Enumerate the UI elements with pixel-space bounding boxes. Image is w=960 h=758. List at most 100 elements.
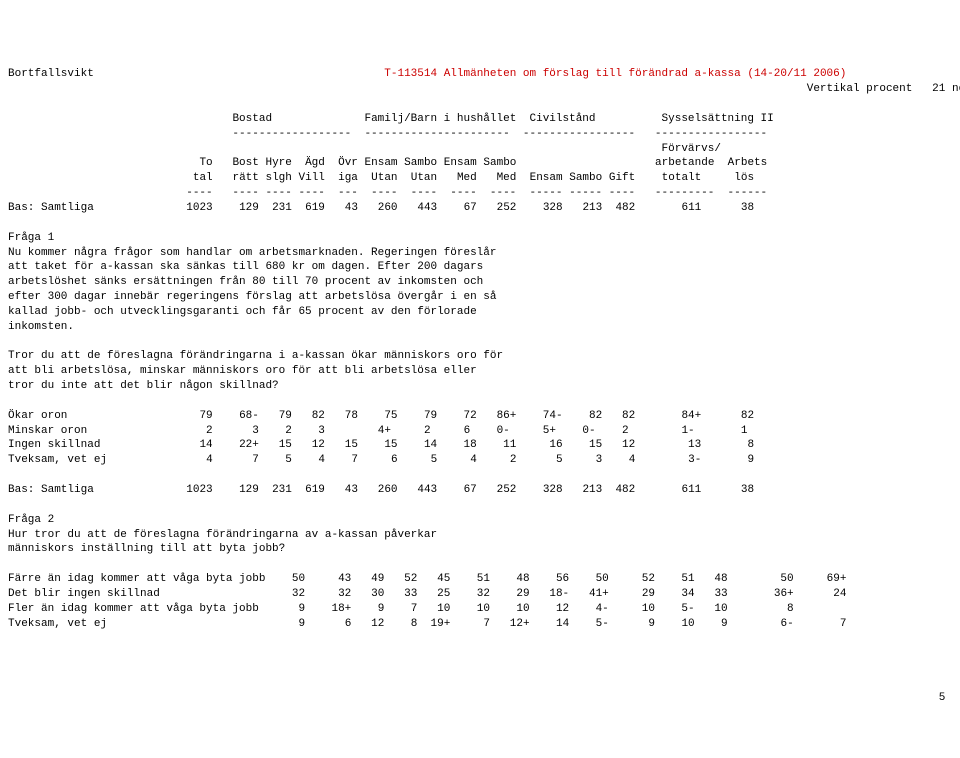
fraga1-p3: arbetslöshet sänks ersättningen från 80 … <box>8 276 483 288</box>
f1r2-v4: 3 <box>318 425 325 437</box>
fraga1-p4: efter 300 dagar innebär regeringens förs… <box>8 291 496 303</box>
fraga1-p2: att taket för a-kassan ska sänkas till 6… <box>8 261 483 273</box>
bas2-v11: 213 <box>582 484 602 496</box>
f2r1-v1: 50 <box>292 573 305 585</box>
f1r2-v11: 0- <box>582 425 595 437</box>
col13c: totalt <box>662 172 702 184</box>
f2r1-v7: 48 <box>516 573 529 585</box>
f2r2-v4: 33 <box>404 588 417 600</box>
f2r1-v10: 52 <box>642 573 655 585</box>
f1r1-v6: 75 <box>384 410 397 422</box>
f2r2-v12: 33 <box>714 588 727 600</box>
f1r3-v12: 12 <box>622 439 635 451</box>
f1r4-v10: 5 <box>556 454 563 466</box>
f2r4-v10: 9 <box>648 618 655 630</box>
f1r1-v13: 84+ <box>681 410 701 422</box>
f2r2-v1: 32 <box>292 588 305 600</box>
bas2-v1: 1023 <box>186 484 212 496</box>
f2r3-v1: 9 <box>298 603 305 615</box>
f2r3-v2: 18+ <box>331 603 351 615</box>
f1r2-v6: 4+ <box>378 425 391 437</box>
f1r1-v4: 82 <box>312 410 325 422</box>
fraga1-title: Fråga 1 <box>8 232 54 244</box>
f2r4-v6: 7 <box>483 618 490 630</box>
f2r3-v12: 10 <box>714 603 727 615</box>
f1r4-v1: 4 <box>206 454 213 466</box>
f1r3-v6: 15 <box>384 439 397 451</box>
f1r4-v7: 5 <box>431 454 438 466</box>
f2r2-v11: 34 <box>681 588 694 600</box>
f2r3-label: Fler än idag kommer att våga byta jobb <box>8 603 259 615</box>
f1r4-v9: 2 <box>510 454 517 466</box>
f1r1-label: Ökar oron <box>8 410 67 422</box>
f1r2-v13: 1- <box>681 425 694 437</box>
bas1-v3: 231 <box>272 202 292 214</box>
f2r2-v10: 29 <box>642 588 655 600</box>
f1r4-v13: 3- <box>688 454 701 466</box>
col5b: iga <box>338 172 358 184</box>
fraga1-q2: att bli arbetslösa, minskar människors o… <box>8 365 477 377</box>
f1r2-v3: 2 <box>285 425 292 437</box>
f2r4-v7: 12+ <box>510 618 530 630</box>
fraga2-p1: Hur tror du att de föreslagna förändring… <box>8 529 437 541</box>
col2b: rätt <box>232 172 258 184</box>
bas1-v12: 482 <box>615 202 635 214</box>
f2r4-v3: 12 <box>371 618 384 630</box>
f1r4-v4: 4 <box>318 454 325 466</box>
col14a: Arbets <box>728 157 768 169</box>
f2r4-v8: 14 <box>556 618 569 630</box>
f2r2-label: Det blir ingen skillnad <box>8 588 160 600</box>
f2r1-v11: 51 <box>681 573 694 585</box>
f2r4-v5: 19+ <box>431 618 451 630</box>
f2r1-label: Färre än idag kommer att våga byta jobb <box>8 573 265 585</box>
f2r1-v8: 56 <box>556 573 569 585</box>
col8a: Ensam <box>444 157 477 169</box>
f1r4-v12: 4 <box>629 454 636 466</box>
f1r3-v9: 11 <box>503 439 516 451</box>
col1b: tal <box>193 172 213 184</box>
bas1-v6: 260 <box>378 202 398 214</box>
f1r3-v2: 22+ <box>239 439 259 451</box>
f1r4-v8: 4 <box>470 454 477 466</box>
f1r2-v1: 2 <box>206 425 213 437</box>
col8b: Med <box>457 172 477 184</box>
f2r2-v13: 36+ <box>774 588 794 600</box>
f1r1-v9: 86+ <box>497 410 517 422</box>
col7a: Sambo <box>404 157 437 169</box>
bas1-v8: 67 <box>464 202 477 214</box>
bas2-v6: 260 <box>378 484 398 496</box>
col13a: Förvärvs/ <box>662 143 721 155</box>
f2r3-v5: 10 <box>437 603 450 615</box>
f1r3-v10: 16 <box>549 439 562 451</box>
fraga1-q3: tror du inte att det blir någon skillnad… <box>8 380 279 392</box>
f1r4-label: Tveksam, vet ej <box>8 454 107 466</box>
report-title: T-113514 Allmänheten om förslag till för… <box>384 68 846 80</box>
f2r1-v6: 51 <box>477 573 490 585</box>
colgroup-civil: Civilstånd <box>530 113 596 125</box>
f2r2-v3: 30 <box>371 588 384 600</box>
f1r1-v14: 82 <box>741 410 754 422</box>
bas1-v5: 43 <box>345 202 358 214</box>
col14b: lös <box>734 172 754 184</box>
fraga1-p1: Nu kommer några frågor som handlar om ar… <box>8 247 496 259</box>
report-date: 21 nov 2006 <box>932 83 960 95</box>
bas2-v3: 231 <box>272 484 292 496</box>
col4a: Ägd <box>305 157 325 169</box>
f2r4-v9: 5- <box>596 618 609 630</box>
f2r2-v2: 32 <box>338 588 351 600</box>
f2r2-v7: 29 <box>516 588 529 600</box>
bortfallsvikt-label: Bortfallsvikt <box>8 68 94 80</box>
fraga1-p5: kallad jobb- och utvecklingsgaranti och … <box>8 306 477 318</box>
col6a: Ensam <box>365 157 398 169</box>
f1r4-v2: 7 <box>252 454 259 466</box>
bas1-v7: 443 <box>417 202 437 214</box>
f2r3-v3: 9 <box>378 603 385 615</box>
f2r3-v9: 4- <box>596 603 609 615</box>
fraga2-p2: människors inställning till att byta job… <box>8 543 285 555</box>
bas1-v10: 328 <box>543 202 563 214</box>
f1r3-v1: 14 <box>199 439 212 451</box>
f2r1-v4: 52 <box>404 573 417 585</box>
f2r4-label: Tveksam, vet ej <box>8 618 107 630</box>
colgroup-familj: Familj/Barn i hushållet <box>364 113 516 125</box>
f2r3-v7: 10 <box>516 603 529 615</box>
